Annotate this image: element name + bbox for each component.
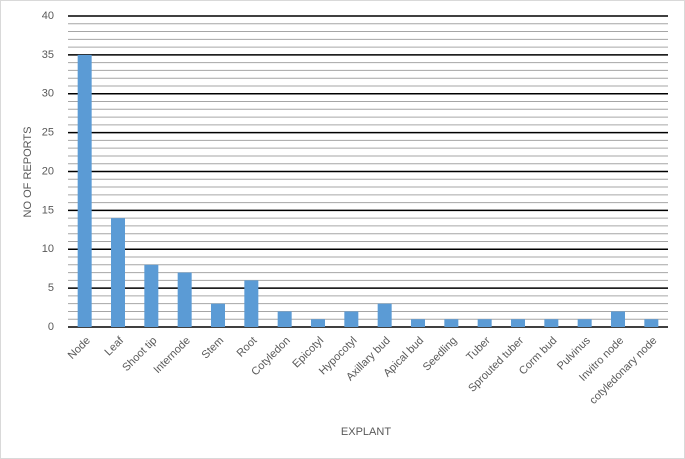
bar: [77, 54, 92, 327]
y-tick-label: 5: [48, 282, 54, 294]
bar: [311, 319, 325, 327]
y-tick-label: 35: [42, 49, 54, 61]
bar: [544, 319, 559, 327]
y-tick-label: 25: [42, 127, 54, 139]
y-tick-label: 0: [48, 321, 54, 333]
x-axis-label: EXPLANT: [341, 426, 391, 438]
bar: [244, 280, 259, 327]
y-tick-label: 10: [42, 243, 54, 255]
bar: [411, 319, 425, 327]
bar: [577, 319, 592, 327]
bar: [477, 319, 492, 327]
y-tick-label: 20: [42, 165, 54, 177]
bar: [177, 272, 192, 327]
bar: [644, 319, 659, 327]
bar: [344, 311, 359, 327]
bar: [511, 319, 525, 327]
bar: [211, 303, 225, 327]
bar: [144, 264, 159, 327]
y-tick-label: 40: [42, 10, 54, 22]
bar: [611, 311, 625, 327]
y-axis-label: NO OF REPORTS: [22, 127, 34, 218]
bar: [277, 311, 292, 327]
bar: [111, 218, 125, 327]
bar: [377, 303, 392, 327]
bar: [444, 319, 459, 327]
y-tick-label: 15: [42, 204, 54, 216]
y-tick-label: 30: [42, 88, 54, 100]
